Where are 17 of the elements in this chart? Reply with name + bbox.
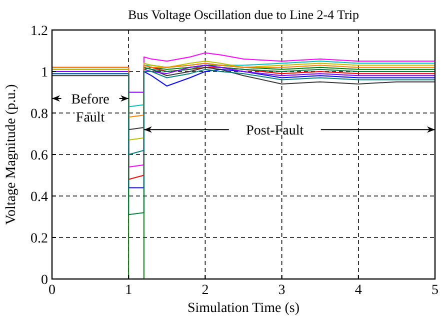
x-axis-title: Simulation Time (s) <box>187 301 300 316</box>
y-tick-label: 1.2 <box>30 24 48 39</box>
x-tick-label: 1 <box>125 283 132 298</box>
y-tick-label: 0.8 <box>30 107 48 122</box>
x-tick-label: 4 <box>354 283 362 298</box>
x-tick-label: 2 <box>202 283 209 298</box>
annotation: Before Fault <box>71 92 110 126</box>
y-tick-label: 0.6 <box>30 148 48 164</box>
y-tick-label: 0.2 <box>30 232 48 246</box>
y-tick-label: 1 <box>41 66 48 80</box>
y-tick-label: 0.4 <box>30 190 48 205</box>
x-tick-label: 5 <box>432 283 438 298</box>
y-axis-title: Voltage Magnitude (p.u.) <box>4 84 19 225</box>
y-tick-label: 0 <box>41 273 48 288</box>
chart-title: Bus Voltage Oscillation due to Line 2-4 Trip <box>128 7 359 22</box>
x-tick-label: 3 <box>278 283 286 298</box>
annotation: Post-Fault <box>246 124 304 139</box>
